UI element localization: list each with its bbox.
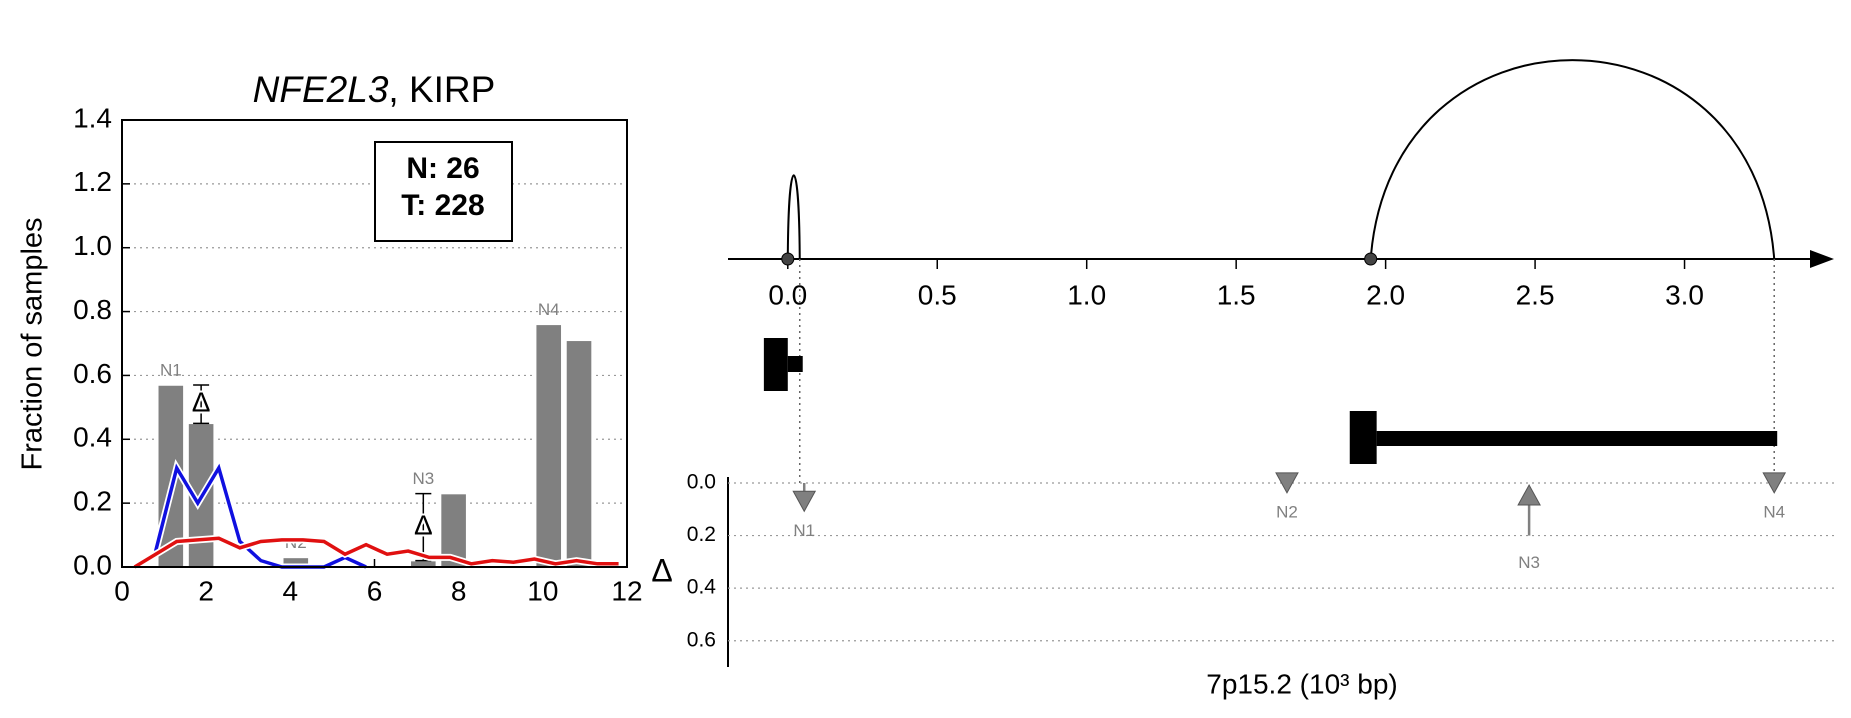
marker-label: N3	[1518, 553, 1540, 572]
group-label: N3	[412, 469, 434, 488]
bar	[565, 339, 593, 568]
marker-label: N4	[1763, 502, 1785, 521]
annotation-text: N: 26	[406, 152, 479, 185]
y-tick-label: 0.4	[73, 422, 112, 453]
delta-axis-label: Δ	[651, 552, 672, 588]
y-tick-label: 0.6	[73, 358, 112, 389]
marker-label: N2	[1276, 502, 1298, 521]
x-tick-label: 3.0	[1665, 279, 1704, 310]
transcript-cap	[1349, 411, 1377, 464]
x-tick-label: 1.0	[1067, 279, 1106, 310]
x-tick-label: 0.5	[918, 279, 957, 310]
arc-start	[781, 252, 795, 266]
x-tick-label: 0	[114, 575, 130, 606]
transcript-body	[1376, 431, 1778, 446]
group-label: N4	[538, 300, 560, 319]
plot-frame	[121, 119, 628, 568]
annotation-box	[374, 141, 513, 242]
x-tick-label: 4	[283, 575, 299, 606]
marker	[1275, 472, 1299, 494]
y-tick-label: 0.2	[73, 486, 112, 517]
x-tick-label: 12	[611, 575, 642, 606]
y-tick-label: 0.8	[73, 294, 112, 325]
x-tick-label: 2.0	[1366, 279, 1405, 310]
marker-label: N1	[793, 521, 815, 540]
y-tick-label: 1.0	[73, 230, 112, 261]
marker	[1762, 472, 1787, 494]
arc-start	[1364, 252, 1378, 266]
y-tick-label: 0.2	[687, 523, 716, 546]
delta-symbol: Δ	[414, 509, 433, 540]
transcript-cap	[763, 338, 788, 391]
line	[133, 536, 619, 569]
x-tick-label: 6	[367, 575, 383, 606]
x-tick-label: 10	[527, 575, 558, 606]
title-rest: , KIRP	[388, 69, 495, 110]
x-tick-label: 8	[451, 575, 467, 606]
y-tick-label: 0.6	[687, 628, 716, 651]
y-tick-label: 1.2	[73, 166, 112, 197]
x-tick-label: 1.5	[1217, 279, 1256, 310]
group-label: N1	[160, 360, 182, 379]
x-tick-label: 0.0	[768, 279, 807, 310]
annotation-text: T: 228	[401, 189, 484, 222]
arc	[1369, 59, 1776, 260]
x-axis-arrow	[1810, 250, 1834, 268]
y-axis-label: Fraction of samples	[17, 217, 49, 470]
marker	[792, 490, 817, 513]
marker	[1517, 483, 1541, 506]
arc	[786, 174, 801, 260]
x-axis-label: 7p15.2 (10³ bp)	[1206, 668, 1397, 699]
title-gene: NFE2L3	[253, 69, 389, 110]
x-tick-label: 2.5	[1516, 279, 1555, 310]
bar	[534, 323, 563, 568]
y-tick-label: 0.0	[73, 549, 112, 580]
y-tick-label: 0.0	[687, 471, 716, 494]
chart-title: NFE2L3, KIRP	[253, 69, 496, 110]
transcript-body	[787, 356, 803, 372]
x-tick-label: 2	[198, 575, 214, 606]
line	[153, 463, 367, 569]
y-tick-label: 0.4	[687, 576, 717, 599]
y-tick-label: 1.4	[73, 102, 112, 133]
delta-symbol: Δ	[192, 387, 211, 418]
